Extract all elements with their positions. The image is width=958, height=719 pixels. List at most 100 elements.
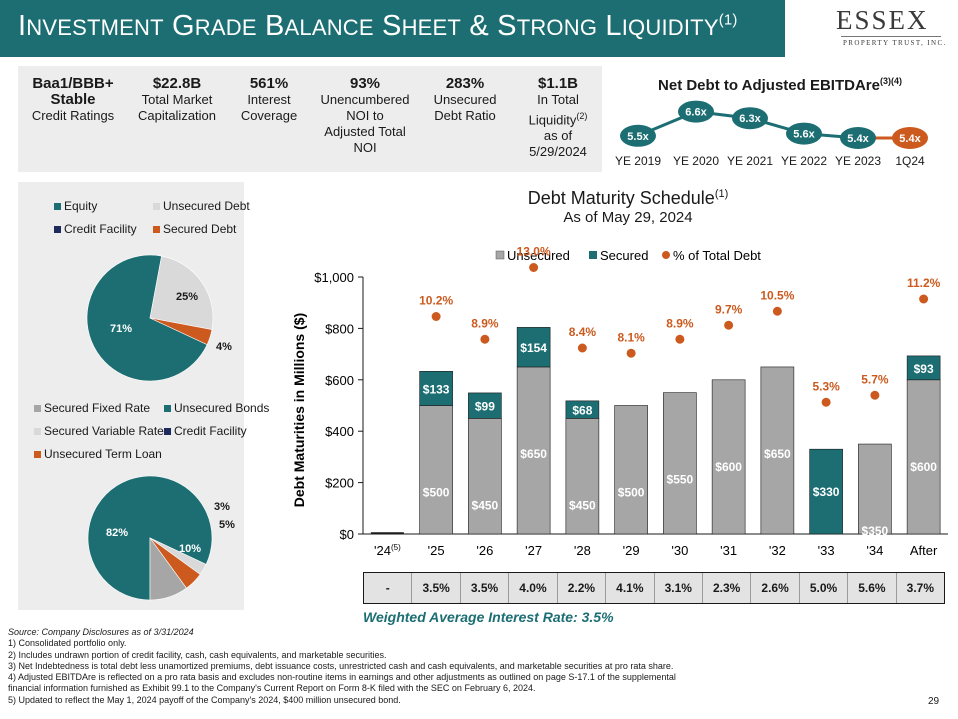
legend-swatch [34,428,41,436]
legend-equity: Equity [54,199,97,213]
pie-slice [149,255,214,330]
metric-label: Unencumbered [320,92,410,107]
metric-label: NOI [353,140,377,155]
bar-secured-label: $133 [423,382,450,396]
bar-unsecured [419,405,453,535]
legend-label: Equity [64,199,98,213]
legend-swatch [662,251,670,259]
legend-label: Secured Variable Rate [44,424,164,438]
bar-secured [419,371,453,406]
legend-swatch [34,451,41,459]
interest-rate-table: -3.5% 3.5% 4.0% 2.2% 4.1% 3.1% 2.3% 2.6% 5.0% 5.6… [363,572,945,604]
pie-slice-label: 4% [216,341,232,353]
metric-label-text: Liquidity [528,112,577,128]
x-tick-label: '25 [428,543,445,558]
logo-subtitle: PROPERTY TRUST, INC. [843,39,947,47]
legend-label: Unsecured Debt [163,199,250,213]
ebitda-category-label: 1Q24 [895,154,925,168]
bar-unsecured-label: $600 [715,460,742,474]
legend-label: Unsecured Term Loan [44,447,162,461]
pct-label: 8.9% [666,316,694,330]
pct-point [772,306,782,316]
bar-secured-label: $68 [572,404,592,418]
weighted-average-rate: Weighted Average Interest Rate: 3.5% [363,609,614,625]
ebitda-category-label: YE 2023 [835,154,881,168]
page-title-sup: (1) [718,11,738,29]
ebitda-point [892,127,928,149]
title-bar [0,0,785,57]
ebitda-category-label: YE 2021 [727,154,773,168]
ebitda-value-label: 5.4x [899,133,921,145]
pct-label: 5.7% [861,372,889,386]
pie-slice-label: 3% [214,501,230,513]
pie-slice [149,317,213,346]
legend-credit-facility: Credit Facility [54,222,137,236]
bar-secured-label: $330 [813,485,840,499]
metric-label: Liquidity(2) [516,108,600,128]
x-tick-label: '34 [866,543,883,558]
ebitda-value-label: 6.6x [685,107,707,119]
title-word: STRONG [497,10,598,42]
footnote-line: 3) Net Indebtedness is total debt less u… [8,660,674,671]
metric-label: Credit Ratings [31,108,115,123]
bar-unsecured [516,366,551,535]
ebitda-point [678,100,714,123]
metric-unsecured-debt-ratio: 283% Unsecured Debt Ratio [424,76,506,124]
ebitda-category-label: YE 2019 [615,154,661,168]
metric-interest-coverage: 561% Interest Coverage [232,76,306,124]
legend-secured-variable: Secured Variable Rate [34,424,164,438]
metric-value: Baa1/BBB+ [32,75,114,92]
rate-cell: 4.0% [509,573,558,603]
legend-unsecured-term-loan: Unsecured Term Loan [34,447,162,461]
metric-liquidity: $1.1B In Total Liquidity(2) as of 5/29/2… [516,76,600,160]
bar-secured-label: $93 [914,362,934,376]
metric-value: 93% [349,75,381,92]
ebitda-category-label: YE 2022 [781,154,827,168]
ebitda-title-text: Net Debt to Adjusted EBITDAre [658,77,880,94]
bar-secured-label: $99 [475,400,495,414]
metric-value: 283% [445,75,485,92]
rate-cell: 3.1% [655,573,703,603]
bar-unsecured-label: $650 [520,447,547,461]
metric-label-sup: (2) [576,111,588,121]
pct-point [480,334,490,344]
footnote-line: 2) Includes undrawn portion of credit fa… [8,649,387,660]
pie-debt-composition: 82% 3% 5% 10% [87,475,235,601]
bar-unsecured [614,405,648,535]
x-tick-label: '27 [525,543,542,558]
bar-unsecured [565,418,600,535]
legend-label: Credit Facility [64,222,137,236]
pie-slice-label: 25% [176,291,198,303]
legend-secured-fixed: Secured Fixed Rate [34,401,150,415]
legend-label: Secured Fixed Rate [44,401,151,415]
pct-point [821,397,831,407]
bar-unsecured-label: $500 [423,486,450,500]
bar-secured [809,448,843,535]
bar-unsecured-label: $450 [569,498,596,512]
metric-label: Coverage [240,108,298,123]
ebitda-title-sup: (3)(4) [879,76,902,86]
x-tick-label: '24(5) [374,543,401,558]
pct-label: 11.2% [907,276,941,290]
bar-secured [565,400,600,419]
x-tick-label: '28 [574,543,591,558]
rate-cell: 3.5% [412,573,461,603]
footnote-line: 5) Updated to reflect the May 1, 2024 pa… [8,694,401,705]
legend-swatch [495,250,505,260]
y-tick-label: $0 [340,527,354,542]
pct-point [919,294,929,304]
chart-title: Debt Maturity Schedule(1) [448,188,808,209]
bar-unsecured [906,379,941,535]
title-word: SHEET [382,10,462,42]
legend-swatch [153,226,160,234]
metric-label: 5/29/2024 [529,144,587,160]
legend-swatch [54,226,61,234]
bar-unsecured [858,443,892,535]
y-tick-label: $800 [325,321,354,336]
pct-point [724,320,734,330]
essex-logo: ESSEX [836,5,929,35]
title-word: BALANCE [264,10,374,42]
pie-slice [86,254,208,382]
metric-credit-ratings: Baa1/BBB+ Stable Credit Ratings [22,76,124,124]
rate-cell: 2.6% [751,573,800,603]
